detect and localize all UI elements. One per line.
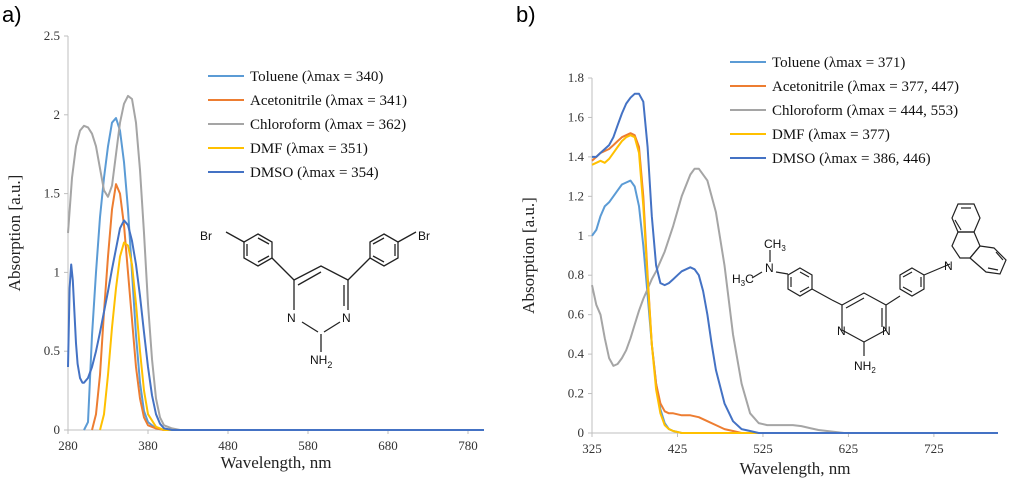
mol-b-ch3-top-sub: 3 — [781, 244, 786, 253]
legend-label: Chloroform (λmax = 362) — [250, 117, 406, 133]
legend-label: DMF (λmax = 351) — [250, 141, 368, 157]
y-tick-label: 1 — [54, 264, 61, 279]
panel-a: a) 0 0.5 1 1.5 2 2.5 280 380 480 580 680 780 Wavelen… — [0, 0, 500, 482]
x-tick-label: 625 — [839, 441, 859, 456]
y-tick-label: 0.4 — [568, 346, 585, 361]
x-axis-title: Wavelength, nm — [221, 453, 332, 472]
series-line-5 — [67, 219, 484, 431]
y-tick-label: 0.8 — [568, 267, 584, 282]
x-tick-label: 425 — [668, 441, 688, 456]
series-line-4 — [591, 134, 998, 434]
mol-b-n-left: N — [837, 324, 846, 338]
y-tick-label: 1.2 — [568, 188, 584, 203]
legend-label: DMF (λmax = 377) — [772, 127, 890, 143]
panel-label-b: b) — [516, 2, 536, 27]
legend-label: DMSO (λmax = 354) — [250, 165, 379, 181]
mol-b-nh: NH2 — [854, 359, 876, 375]
y-tick-label: 0.6 — [568, 307, 585, 322]
mol-b-h3c-c: C — [745, 272, 754, 286]
mol-b-ch3-top: CH3 — [764, 237, 786, 253]
y-tick-label: 1.6 — [568, 109, 585, 124]
y-tick-label: 1 — [578, 228, 585, 243]
x-tick-label: 380 — [138, 438, 158, 453]
y-tick-label: 2.5 — [44, 28, 60, 43]
legend-label: Acetonitrile (λmax = 341) — [250, 93, 407, 109]
x-tick-label: 780 — [458, 438, 478, 453]
mol-b-nh-sub: 2 — [871, 366, 876, 375]
mol-a-n-right: N — [342, 311, 351, 325]
legend-label: Acetonitrile (λmax = 377, 447) — [772, 79, 959, 95]
mol-b-ch3-top-text: CH — [764, 237, 781, 251]
mol-b-n-right: N — [882, 324, 891, 338]
y-tick-label: 0.2 — [568, 386, 584, 401]
x-tick-label: 280 — [58, 438, 78, 453]
series-line-4 — [99, 241, 484, 431]
legend-label: Toluene (λmax = 371) — [772, 55, 905, 71]
molecule-b — [751, 203, 1007, 356]
x-tick-label: 325 — [582, 441, 602, 456]
y-tick-label: 0.5 — [44, 343, 60, 358]
mol-a-nh-sub: 2 — [327, 360, 332, 370]
y-tick-label: 2 — [54, 107, 61, 122]
mol-a-br-left: Br — [200, 229, 212, 243]
mol-a-nh-text: NH — [310, 353, 327, 367]
panel-label-a: a) — [2, 2, 22, 27]
y-tick-label: 1.5 — [44, 186, 60, 201]
y-tick-label: 0 — [54, 422, 61, 437]
x-axis-title: Wavelength, nm — [740, 459, 851, 478]
x-tick-label: 680 — [378, 438, 398, 453]
y-tick-label: 0 — [578, 425, 585, 440]
legend-label: Chloroform (λmax = 444, 553) — [772, 103, 958, 119]
panel-b: b) 0 0.2 0.4 0.6 0.8 1 1.2 1.4 1.6 1.8 325 425 525 62… — [512, 0, 1024, 482]
y-tick-label: 1.4 — [568, 149, 585, 164]
chart-a: 0 0.5 1 1.5 2 2.5 280 380 480 580 680 780 Wavelength… — [5, 28, 484, 472]
series-line-2 — [591, 132, 998, 434]
mol-b-n-amine: N — [765, 261, 774, 275]
mol-b-h3c-sub: 3 — [741, 279, 746, 288]
y-axis-title: Absorption [a.u.] — [5, 175, 24, 292]
y-tick-label: 1.8 — [568, 70, 584, 85]
y-axis-title: Absorption [a.u.] — [519, 197, 538, 314]
mol-a-n-left: N — [287, 311, 296, 325]
x-tick-label: 480 — [218, 438, 238, 453]
series-line-3 — [67, 94, 484, 431]
series-line-3 — [591, 167, 998, 434]
x-tick-label: 725 — [924, 441, 944, 456]
mol-a-br-right: Br — [418, 229, 430, 243]
series-line-5 — [592, 92, 998, 434]
legend-label: DMSO (λmax = 386, 446) — [772, 151, 931, 167]
x-tick-label: 525 — [753, 441, 773, 456]
mol-b-h3c-h: H — [732, 272, 741, 286]
mol-b-nh-text: NH — [854, 359, 871, 373]
x-tick-label: 580 — [298, 438, 318, 453]
mol-b-h3c: H3C — [732, 272, 754, 288]
mol-a-nh: NH2 — [310, 353, 332, 370]
mol-b-n-carbazole: N — [944, 259, 953, 273]
legend-label: Toluene (λmax = 340) — [250, 69, 383, 85]
chart-b: 0 0.2 0.4 0.6 0.8 1 1.2 1.4 1.6 1.8 325 425 525 625 72… — [519, 55, 1007, 478]
molecule-a — [225, 231, 417, 352]
